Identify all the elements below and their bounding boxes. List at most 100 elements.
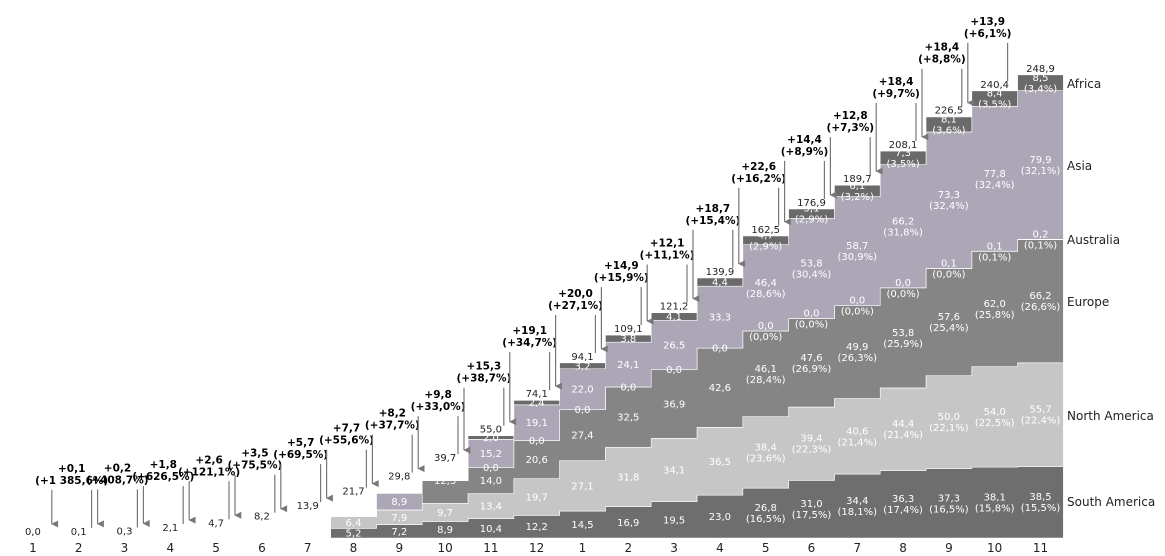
total-label: 208,1 bbox=[889, 140, 918, 151]
delta-value: +18,7 bbox=[696, 203, 731, 215]
segment-label: 0,0 bbox=[529, 436, 545, 447]
x-tick-label: 10 bbox=[987, 541, 1002, 555]
total-label: 139,9 bbox=[706, 267, 735, 278]
delta-value: +20,0 bbox=[558, 288, 593, 300]
segment-label: 19,7 bbox=[526, 492, 548, 503]
delta-value: +19,1 bbox=[512, 325, 547, 337]
delta-percent: (+11,1%) bbox=[640, 250, 695, 262]
segment-label: 0,0 bbox=[575, 405, 591, 416]
delta-annotation: +20,0(+27,1%) bbox=[548, 288, 603, 390]
legend-europe: Europe bbox=[1067, 295, 1109, 309]
segment-label: 0,1 (0,0%) bbox=[932, 258, 965, 280]
x-tick-label: 6 bbox=[808, 541, 816, 555]
delta-annotation: +2,6(+121,1%) bbox=[178, 454, 240, 524]
legend-africa: Africa bbox=[1067, 77, 1101, 91]
segment-label: 33,3 bbox=[709, 313, 731, 324]
segment-label: 8,4 (3,5%) bbox=[978, 89, 1011, 111]
delta-annotation: +12,1(+11,1%) bbox=[640, 238, 695, 325]
x-tick-label: 7 bbox=[304, 541, 312, 555]
segment-label: 44,4 (21,4%) bbox=[883, 419, 923, 441]
segment-label: 47,6 (26,9%) bbox=[792, 353, 832, 375]
delta-value: +14,9 bbox=[604, 260, 639, 272]
total-label: 2,1 bbox=[162, 523, 178, 534]
delta-percent: (+34,7%) bbox=[502, 337, 557, 349]
segment-label: 7,3 (3,5%) bbox=[886, 148, 919, 170]
x-tick-label: 12 bbox=[529, 541, 544, 555]
x-tick-label: 9 bbox=[395, 541, 403, 555]
total-label: 55,0 bbox=[480, 425, 502, 436]
x-axis: 1 2 3 4 5 6 7 8 9 10 11 12 1 2 3 4 5 6 7 8 9 10 11 bbox=[29, 541, 1048, 555]
segment-label: 32,5 bbox=[617, 413, 639, 424]
segment-label: 15,2 bbox=[480, 449, 502, 460]
x-tick-label: 5 bbox=[762, 541, 770, 555]
segment-label: 12,3 bbox=[434, 476, 456, 487]
delta-percent: (+15,4%) bbox=[685, 215, 740, 227]
segment-label: 5,2 bbox=[346, 529, 362, 540]
segment-label: 9,7 bbox=[437, 508, 453, 519]
segment-label: 79,9 (32,1%) bbox=[1021, 155, 1061, 177]
segment-label: 62,0 (25,8%) bbox=[975, 299, 1015, 321]
delta-value: +7,7 bbox=[333, 423, 360, 435]
delta-value: +9,8 bbox=[424, 389, 451, 401]
delta-value: +0,1 bbox=[58, 463, 85, 475]
x-tick-label: 4 bbox=[716, 541, 724, 555]
area-africa bbox=[10, 74, 1064, 539]
segment-label: 0,0 bbox=[712, 344, 728, 355]
delta-annotations: +0,1(+1 385,6%)+0,2(+408,7%)+1,8(+626,5%… bbox=[35, 16, 1011, 528]
total-label: 21,7 bbox=[342, 487, 364, 498]
segment-label: 7,2 bbox=[391, 527, 407, 538]
legend: South America North America Europe Australi… bbox=[1067, 77, 1155, 509]
delta-annotation: +15,3(+38,7%) bbox=[456, 361, 511, 454]
delta-annotation: +0,2(+408,7%) bbox=[86, 462, 149, 528]
segment-label: 36,3 (17,4%) bbox=[883, 494, 923, 516]
delta-percent: (+38,7%) bbox=[456, 373, 511, 385]
segment-label: 50,0 (22,1%) bbox=[929, 412, 969, 434]
delta-annotation: +18,4(+8,8%) bbox=[918, 42, 966, 141]
total-label: 94,1 bbox=[571, 352, 593, 363]
segment-label: 66,2 (26,6%) bbox=[1021, 291, 1061, 313]
segment-label: 27,1 bbox=[571, 481, 593, 492]
segment-label: 3,8 bbox=[620, 334, 636, 345]
segment-label: 27,4 bbox=[571, 431, 593, 442]
delta-value: +12,1 bbox=[650, 238, 685, 250]
segment-label: 42,6 bbox=[709, 383, 731, 394]
delta-annotation: +9,8(+33,0%) bbox=[411, 389, 466, 473]
segment-label: 20,6 bbox=[526, 455, 548, 466]
segment-label: 5,1 (2,9%) bbox=[795, 204, 828, 226]
segment-label: 0,0 bbox=[620, 382, 636, 393]
segment-label: 3,2 bbox=[575, 361, 591, 372]
segment-label: 10,4 bbox=[480, 524, 502, 535]
delta-annotation: +18,4(+9,7%) bbox=[872, 76, 920, 175]
segment-label: 22,0 bbox=[571, 385, 593, 396]
total-label: 29,8 bbox=[388, 472, 410, 483]
segment-label: 2,0 bbox=[483, 433, 499, 444]
delta-annotation: +8,2(+37,7%) bbox=[365, 408, 420, 488]
delta-percent: (+75,5%) bbox=[227, 460, 282, 472]
chart-areas bbox=[10, 74, 1064, 539]
segment-label: 39,4 (22,3%) bbox=[792, 434, 832, 456]
delta-percent: (+55,6%) bbox=[319, 435, 374, 447]
segment-label: 37,3 (16,5%) bbox=[929, 493, 969, 515]
x-tick-label: 11 bbox=[483, 541, 498, 555]
delta-percent: (+69,5%) bbox=[273, 449, 328, 461]
total-label: 4,7 bbox=[208, 518, 224, 529]
legend-south-america: South America bbox=[1067, 495, 1155, 509]
delta-annotation: +1,8(+626,5%) bbox=[132, 459, 194, 527]
x-tick-label: 1 bbox=[579, 541, 587, 555]
segment-label: 36,9 bbox=[663, 399, 685, 410]
x-tick-label: 11 bbox=[1033, 541, 1048, 555]
segment-label: 40,6 (21,4%) bbox=[838, 426, 878, 448]
x-tick-label: 8 bbox=[350, 541, 358, 555]
x-tick-label: 9 bbox=[945, 541, 953, 555]
x-tick-label: 7 bbox=[853, 541, 861, 555]
delta-value: +13,9 bbox=[970, 16, 1005, 28]
total-label: 248,9 bbox=[1026, 64, 1055, 75]
x-tick-label: 6 bbox=[258, 541, 266, 555]
delta-annotation: +19,1(+34,7%) bbox=[502, 325, 557, 426]
segment-label: 24,1 bbox=[617, 360, 639, 371]
delta-percent: (+626,5%) bbox=[132, 471, 194, 483]
segment-label: 57,6 (25,4%) bbox=[929, 312, 969, 334]
delta-value: +1,8 bbox=[150, 459, 177, 471]
x-tick-label: 10 bbox=[437, 541, 452, 555]
delta-percent: (+16,2%) bbox=[731, 173, 786, 185]
